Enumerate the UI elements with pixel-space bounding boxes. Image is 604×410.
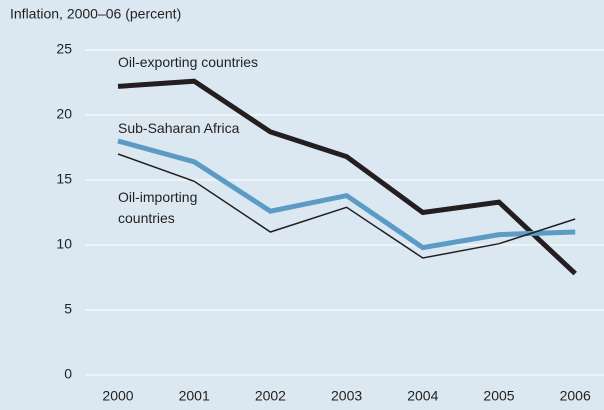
x-tick-label: 2000 bbox=[102, 388, 133, 404]
y-tick-label: 20 bbox=[56, 106, 72, 122]
series-line bbox=[117, 78, 577, 276]
series-label: Sub-Saharan Africa bbox=[118, 120, 240, 136]
series-line bbox=[117, 138, 576, 251]
y-tick-label: 25 bbox=[56, 41, 72, 57]
y-tick-label: 15 bbox=[56, 171, 72, 187]
x-tick-label: 2005 bbox=[483, 388, 514, 404]
series-label-box: Oil-importing countries bbox=[118, 189, 198, 226]
x-tick-label: 2001 bbox=[179, 388, 210, 404]
chart-title: Inflation, 2000–06 (percent) bbox=[10, 6, 181, 22]
series-label: Oil-importing countries bbox=[118, 189, 198, 226]
series-label-box: Oil-exporting countries bbox=[118, 54, 259, 70]
y-tick-label: 5 bbox=[64, 301, 72, 317]
x-tick-label: 2003 bbox=[331, 388, 362, 404]
x-tick-label: 2006 bbox=[560, 388, 591, 404]
y-tick-label: 0 bbox=[64, 366, 72, 382]
x-tick-label: 2002 bbox=[255, 388, 286, 404]
series-label: Oil-exporting countries bbox=[118, 54, 259, 70]
series-label-box: Sub-Saharan Africa bbox=[118, 120, 240, 136]
series-line bbox=[117, 153, 576, 259]
y-tick-label: 10 bbox=[56, 236, 72, 252]
x-tick-label: 2004 bbox=[407, 388, 438, 404]
